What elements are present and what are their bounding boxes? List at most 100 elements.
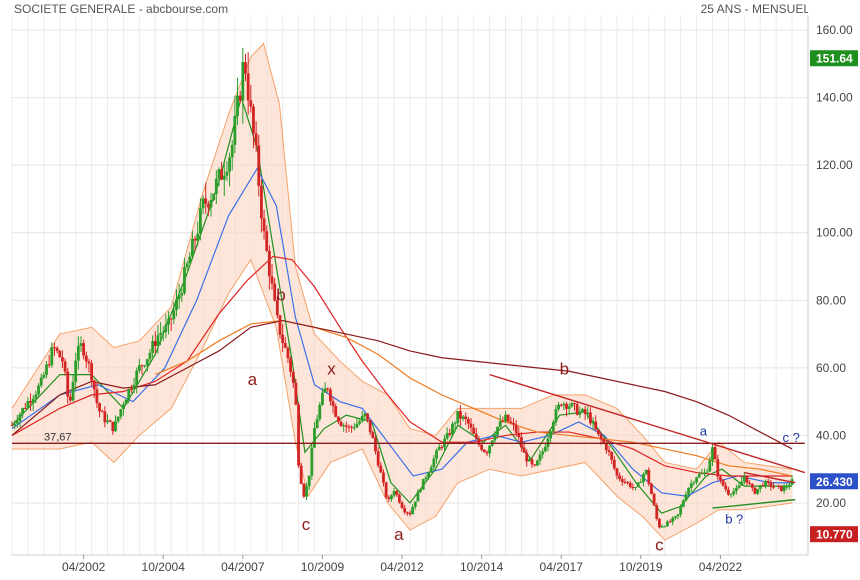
candle-body [719, 476, 722, 480]
candle-body [310, 447, 314, 476]
candle-body [485, 451, 489, 454]
candle-body [689, 483, 693, 488]
candle-body [631, 487, 635, 489]
candle-body [302, 483, 306, 497]
candle-body [496, 426, 499, 435]
candle-body [307, 475, 311, 487]
candle-body [586, 412, 590, 414]
candle-body [671, 517, 675, 522]
candle-body [509, 421, 513, 423]
candle-body [47, 364, 51, 366]
candle-body [13, 423, 17, 426]
candle-body [225, 171, 229, 176]
candle-body [512, 422, 515, 425]
candle-body [774, 485, 778, 487]
candle-body [140, 365, 144, 367]
candle-body [100, 411, 104, 413]
candle-body [116, 416, 120, 422]
candle-body [318, 404, 322, 420]
candle-body [360, 415, 364, 422]
candle-body [130, 389, 133, 391]
candle-body [498, 421, 502, 427]
candle-body [658, 518, 661, 528]
candle-body [663, 526, 667, 528]
candle-body [286, 347, 290, 359]
candle-body [214, 178, 218, 194]
candle-body [780, 486, 783, 492]
candle-body [159, 333, 162, 336]
candle-body [196, 233, 200, 241]
candle-body [390, 495, 393, 500]
wave-annotation: x [327, 360, 336, 379]
candle-body [472, 427, 476, 434]
candle-body [98, 403, 101, 412]
candle-body [220, 169, 224, 180]
y-tick-label: 160.00 [816, 23, 853, 37]
candle-body [291, 371, 295, 383]
candle-body [42, 374, 46, 378]
candle-body [153, 340, 157, 347]
x-tick-label: 04/2022 [699, 560, 743, 574]
candle-body [167, 318, 170, 325]
candle-body [71, 381, 75, 401]
candle-body [740, 481, 744, 486]
candle-body [618, 475, 622, 480]
candle-body [734, 487, 738, 492]
candle-body [297, 404, 300, 466]
candle-body [742, 476, 746, 482]
candle-body [591, 421, 595, 424]
candle-body [384, 482, 388, 498]
candle-body [329, 389, 332, 402]
candle-body [703, 472, 706, 474]
candle-body [549, 431, 553, 439]
wave-annotation: b [276, 285, 285, 304]
candle-body [63, 361, 67, 372]
candle-body [82, 343, 86, 356]
candle-body [326, 388, 330, 390]
candle-body [161, 331, 165, 334]
candle-body [594, 421, 598, 430]
candle-body [727, 489, 730, 495]
candle-body [758, 485, 762, 489]
candle-body [119, 409, 123, 417]
candle-body [92, 380, 96, 390]
candle-body [366, 413, 369, 420]
candle-body [294, 382, 298, 405]
candle-body [424, 477, 428, 479]
candle-body [679, 506, 683, 515]
candle-body [228, 157, 231, 172]
candle-body [745, 476, 749, 483]
candle-body [578, 411, 582, 415]
candle-body [464, 416, 468, 419]
candle-body [626, 482, 629, 484]
candle-body [642, 473, 645, 483]
candle-body [313, 428, 316, 448]
candle-body [278, 315, 282, 335]
candle-body [570, 403, 574, 407]
candle-body [636, 482, 640, 488]
candle-body [665, 521, 669, 527]
candle-body [565, 403, 568, 409]
y-tick-label: 20.00 [816, 496, 846, 510]
candle-body [26, 401, 30, 409]
candle-body [400, 502, 404, 509]
x-tick-label: 10/2009 [301, 560, 345, 574]
candle-body [15, 421, 19, 424]
candle-body [419, 489, 423, 492]
candle-body [697, 474, 701, 478]
candle-body [29, 401, 32, 403]
candle-body [506, 414, 510, 422]
candle-body [137, 365, 141, 371]
wave-annotation: c [655, 535, 664, 554]
candle-body [421, 478, 425, 490]
candle-body [596, 429, 600, 435]
candle-body [692, 482, 696, 484]
y-tick-label: 40.00 [816, 428, 846, 442]
candle-body [411, 506, 415, 515]
candle-body [347, 426, 351, 428]
candle-body [230, 144, 234, 158]
trend-line [489, 373, 806, 474]
candle-body [350, 426, 354, 428]
candle-body [530, 459, 534, 465]
